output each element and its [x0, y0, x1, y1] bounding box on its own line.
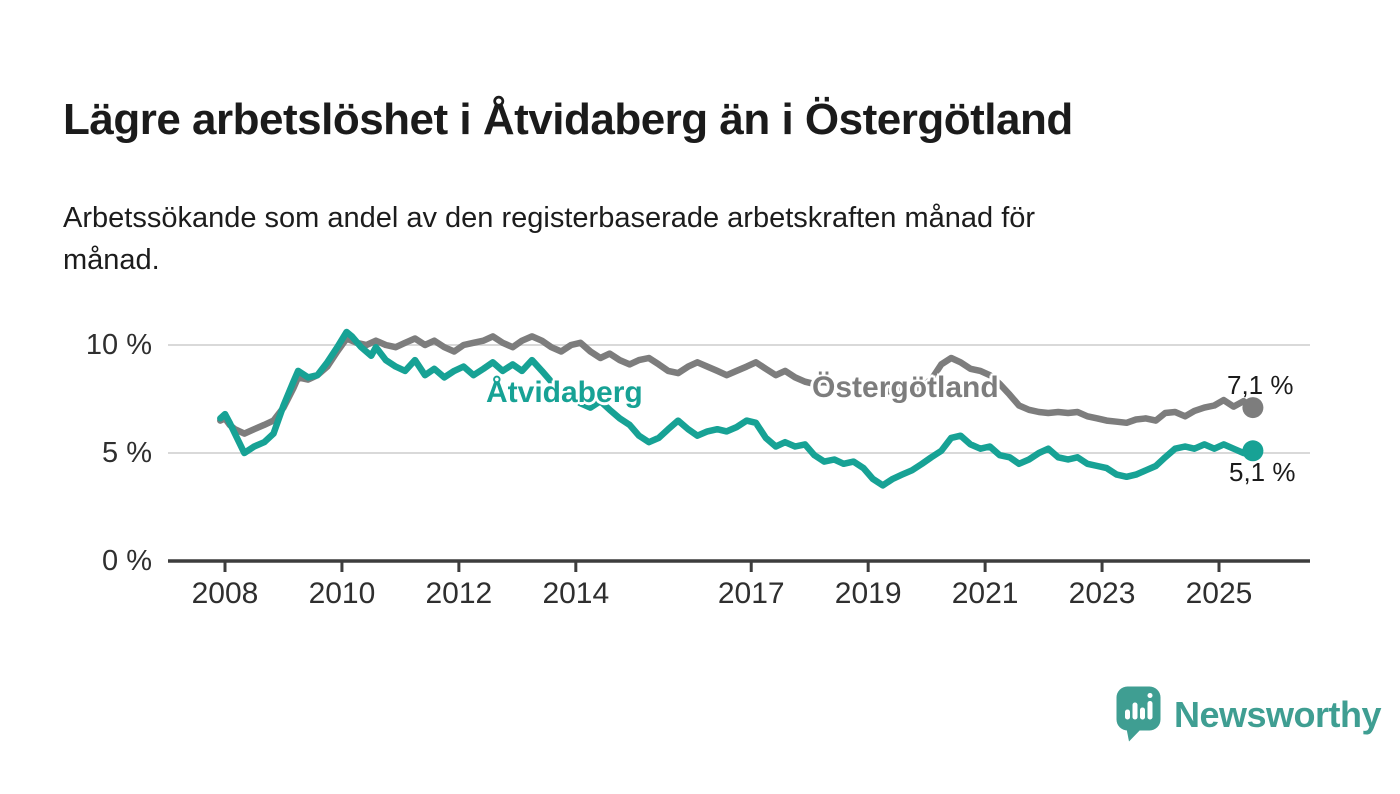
page-title: Lägre arbetslöshet i Åtvidaberg än i Öst… — [63, 95, 1073, 145]
y-tick-label: 10 % — [85, 329, 152, 361]
end-value-label-ostergotland: 7,1 % — [1227, 370, 1294, 400]
chart-subtitle: Arbetssökande som andel av den registerb… — [63, 202, 1036, 277]
x-tick-label: 2010 — [308, 577, 376, 610]
x-tick-label: 2019 — [834, 577, 902, 610]
newsworthy-wordmark: Newsworthy — [1174, 693, 1382, 735]
x-tick-label: 2014 — [542, 577, 610, 610]
x-tick-label: 2017 — [717, 577, 785, 610]
x-tick-label: 2008 — [191, 577, 259, 610]
end-value-label-atvidaberg: 5,1 % — [1229, 457, 1296, 487]
x-tick-label: 2021 — [951, 577, 1019, 610]
y-tick-label: 0 % — [102, 545, 152, 577]
series-label-ostergotland: Östergötland — [812, 371, 999, 404]
y-tick-label: 5 % — [102, 437, 152, 469]
newsworthy-logo-icon — [1116, 686, 1161, 742]
x-tick-label: 2012 — [425, 577, 493, 610]
x-tick-label: 2025 — [1185, 577, 1253, 610]
newsworthy-logo: Newsworthy — [1116, 686, 1382, 743]
series-label-atvidaberg: Åtvidaberg — [486, 376, 643, 409]
x-tick-label: 2023 — [1068, 577, 1136, 610]
